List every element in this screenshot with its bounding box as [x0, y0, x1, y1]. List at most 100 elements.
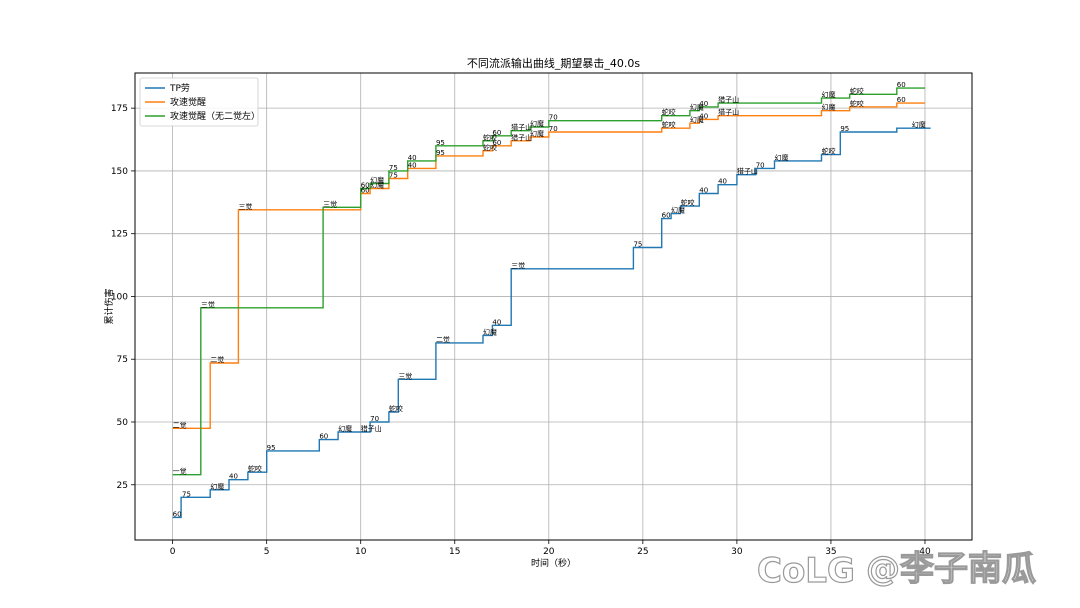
x-tick-label: 25 — [637, 547, 648, 557]
point-annotation: 幻魔 — [338, 424, 352, 433]
point-annotation: 40 — [408, 154, 417, 162]
point-annotation: 猎子山 — [737, 167, 758, 176]
point-annotation: 猎子山 — [718, 95, 739, 104]
point-annotation: 70 — [756, 161, 765, 169]
point-annotation: 95 — [436, 139, 445, 147]
point-annotation: 蛇咬 — [483, 133, 497, 142]
point-annotation: 95 — [436, 149, 445, 157]
x-tick-label: 30 — [731, 547, 743, 557]
point-annotation: 猎子山 — [718, 108, 739, 117]
point-annotation: 幻魔 — [530, 129, 544, 138]
point-annotation: 蛇咬 — [662, 120, 676, 129]
x-tick-label: 20 — [543, 547, 555, 557]
point-annotation: 猎子山 — [361, 424, 382, 433]
y-axis-label: 累计伤害 — [103, 288, 115, 324]
point-annotation: 75 — [182, 490, 191, 498]
y-tick-label: 125 — [111, 230, 128, 240]
y-tick-label: 150 — [111, 167, 128, 177]
series-line-1 — [172, 102, 925, 429]
point-annotation: 蛇咬 — [483, 143, 497, 152]
legend-label: 攻速觉醒 — [170, 96, 206, 108]
y-tick-label: 50 — [117, 418, 129, 428]
point-annotation: 幻魔 — [690, 103, 704, 112]
point-annotation: 蛇咬 — [822, 147, 836, 156]
series-lines — [172, 87, 931, 519]
point-annotation: 75 — [389, 164, 398, 172]
point-annotation: 60 — [361, 187, 370, 195]
point-annotation: 70 — [370, 415, 379, 423]
point-annotation: 三觉 — [323, 199, 337, 208]
point-annotation: 70 — [549, 125, 558, 133]
series-line-2 — [172, 87, 925, 476]
point-annotation: 三觉 — [511, 261, 525, 270]
point-annotation: 蛇咬 — [680, 198, 694, 207]
point-annotation: 幻魔 — [530, 119, 544, 128]
point-annotation: 幻魔 — [822, 103, 836, 112]
point-annotation: 幻魔 — [370, 180, 384, 189]
x-axis-label: 时间（秒） — [531, 557, 576, 569]
y-tick-label: 25 — [117, 481, 128, 491]
point-annotation: 60 — [492, 139, 501, 147]
x-tick-label: 15 — [449, 547, 460, 557]
point-annotation: 三觉 — [398, 371, 412, 380]
point-annotation: 幻魔 — [483, 327, 497, 336]
point-annotation: 40 — [408, 161, 417, 169]
point-annotation: 幻魔 — [775, 153, 789, 162]
legend-label: 攻速觉醒（无二觉左） — [170, 110, 260, 122]
point-annotation: 40 — [699, 187, 708, 195]
point-annotation: 40 — [718, 178, 727, 186]
point-annotation: 三觉 — [238, 202, 252, 211]
point-annotation: 40 — [699, 112, 708, 120]
point-annotation: 95 — [267, 444, 276, 452]
point-annotation: 猎子山 — [511, 123, 532, 132]
legend-label: TP劳 — [169, 82, 190, 94]
point-annotation: 75 — [633, 240, 642, 248]
watermark-brand: CoLG — [757, 551, 855, 591]
x-tick-label: 35 — [825, 547, 836, 557]
axis-ticks: 0 5 10 15 20 25 30 35 40 25 50 75 100 125 150 175 — [111, 104, 931, 557]
point-annotation: 40 — [229, 473, 238, 481]
point-annotation: 75 — [389, 171, 398, 179]
x-tick-label: 40 — [919, 547, 931, 557]
point-annotation: 幻魔 — [822, 90, 836, 99]
point-annotation: 60 — [897, 96, 906, 104]
x-tick-label: 10 — [355, 547, 367, 557]
watermark-handle: @李子南瓜 — [866, 549, 1036, 589]
point-annotation: 40 — [492, 318, 501, 326]
point-annotation: 蛇咬 — [662, 108, 676, 117]
y-tick-label: 175 — [111, 104, 128, 114]
point-annotation: 60 — [492, 129, 501, 137]
point-annotation: 幻魔 — [370, 175, 384, 184]
point-annotation: 幻魔 — [690, 115, 704, 124]
point-annotation: 蛇咬 — [389, 404, 403, 413]
point-annotation: 幻魔 — [912, 120, 926, 129]
watermark: CoLG @李子南瓜 — [756, 548, 1036, 591]
point-annotation: 幻魔 — [671, 206, 685, 215]
point-annotation: 幻魔 — [210, 482, 224, 491]
legend-box — [139, 77, 259, 127]
point-annotation: 一觉 — [173, 467, 187, 476]
x-tick-label: 5 — [264, 547, 270, 557]
point-annotation: 二觉 — [173, 420, 187, 429]
point-annotation: 蛇咬 — [248, 464, 262, 473]
chart-title: 不同流派输出曲线_期望暴击_40.0s — [467, 56, 640, 70]
point-annotation: 二觉 — [210, 355, 224, 364]
point-annotation: 蛇咬 — [850, 86, 864, 95]
point-annotation: 60 — [173, 510, 182, 518]
y-tick-label: 100 — [111, 292, 128, 302]
point-annotation: 60 — [897, 81, 906, 89]
point-annotation: 40 — [699, 100, 708, 108]
point-annotation: 二觉 — [436, 335, 450, 344]
point-annotation: 60 — [662, 212, 671, 220]
x-tick-label: 0 — [170, 547, 176, 557]
grid-lines — [135, 73, 972, 540]
y-tick-label: 75 — [117, 355, 128, 365]
point-annotation: 猎子山 — [511, 133, 532, 142]
point-annotation: 60 — [319, 433, 328, 441]
point-annotation: 蛇咬 — [850, 99, 864, 108]
point-annotation: 60 — [361, 181, 370, 189]
plot-frame — [134, 72, 973, 541]
